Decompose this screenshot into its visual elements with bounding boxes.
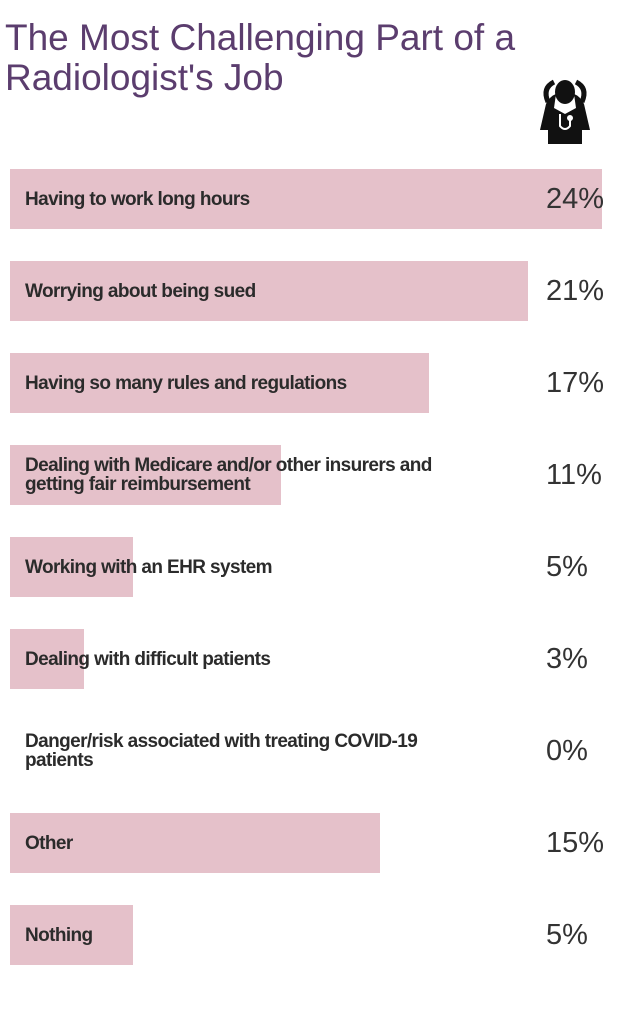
- value-label: 5%: [546, 918, 588, 951]
- category-label: Dealing with difficult patients: [25, 648, 271, 670]
- value-label: 0%: [546, 734, 588, 767]
- value-label: 17%: [546, 366, 605, 399]
- chart-title: The Most Challenging Part of a Radiologi…: [5, 17, 516, 98]
- bar: [10, 445, 282, 505]
- bar: [10, 813, 380, 873]
- category-label: Other: [25, 832, 73, 854]
- bar: [10, 261, 528, 321]
- bar: [10, 537, 134, 597]
- category-label: Worrying about being sued: [25, 280, 256, 302]
- category-label: Danger/risk associated with treating COV…: [25, 731, 418, 771]
- value-label: 3%: [546, 642, 588, 675]
- bar: [10, 169, 602, 229]
- value-label: 21%: [546, 274, 605, 307]
- value-label: 5%: [546, 550, 588, 583]
- doctor-icon: [540, 79, 590, 144]
- bar: [10, 629, 84, 689]
- category-label: Having so many rules and regulations: [25, 372, 347, 394]
- value-label: 15%: [546, 826, 605, 859]
- category-label: Nothing: [25, 924, 93, 946]
- value-label: 11%: [546, 458, 602, 491]
- category-label: Dealing with Medicare and/or other insur…: [25, 455, 432, 495]
- category-label: Having to work long hours: [25, 188, 250, 210]
- bar: [10, 353, 430, 413]
- category-label: Working with an EHR system: [25, 556, 273, 578]
- value-label: 24%: [546, 182, 605, 215]
- bar: [10, 905, 134, 965]
